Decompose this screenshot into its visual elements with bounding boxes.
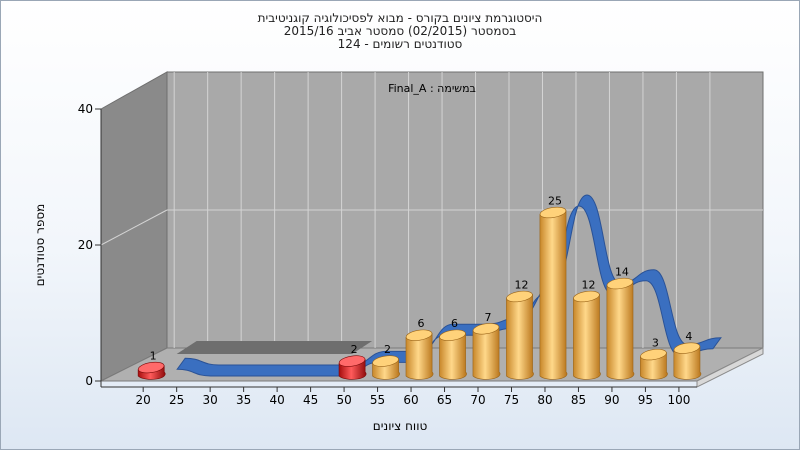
bar-cylinder xyxy=(606,281,635,380)
x-tick-label: 75 xyxy=(504,393,519,407)
chart-axes: 0 20 40 20 25 30 35 40 45 50 55 60 65 70 75 80 85 90 95 100 xyxy=(78,102,697,407)
bar-cylinder xyxy=(506,294,534,380)
bar-data-label: 12 xyxy=(514,278,528,291)
x-tick-label: 95 xyxy=(638,393,653,407)
x-tick-label: 60 xyxy=(403,393,418,407)
x-tick-label: 35 xyxy=(236,393,251,407)
bar-data-label: 4 xyxy=(685,330,692,343)
chart-annotation: Final_A : במשימה xyxy=(388,82,476,95)
bar-cap xyxy=(405,329,433,341)
bar-data-label: 2 xyxy=(351,343,358,356)
bar-cap xyxy=(606,277,634,290)
plot-floor-edge xyxy=(696,347,764,388)
x-tick-label: 40 xyxy=(269,393,284,407)
x-tick-label: 70 xyxy=(470,393,485,407)
bar-cylinder xyxy=(405,332,434,380)
x-tick-label: 65 xyxy=(437,393,452,407)
x-tick-label: 90 xyxy=(604,393,619,407)
bar-cap xyxy=(640,348,667,361)
x-tick-label: 25 xyxy=(169,393,184,407)
bar-cylinder xyxy=(472,326,501,380)
x-tick-label: 100 xyxy=(667,393,690,407)
bar-cylinder xyxy=(539,210,568,380)
grid-line-side xyxy=(100,209,168,246)
x-tick-label: 20 xyxy=(136,393,151,407)
chart-title-line-1: היסטוגרמת ציונים בקורס - מבוא לפסיכולוגי… xyxy=(257,11,543,25)
y-tick-label: 20 xyxy=(78,238,93,252)
bar-cap xyxy=(472,323,500,335)
x-axis-title: טווח ציונים xyxy=(373,419,428,433)
bar-data-label: 2 xyxy=(384,343,391,356)
bar-cap xyxy=(137,361,165,374)
chart-bars xyxy=(137,206,702,380)
bar-cylinder xyxy=(573,294,601,380)
bar-cap xyxy=(573,290,600,303)
bar-cap xyxy=(439,329,466,341)
chart-title: היסטוגרמת ציונים בקורס - מבוא לפסיכולוגי… xyxy=(0,12,800,51)
bar-data-label: 6 xyxy=(418,317,425,330)
bar-data-label: 12 xyxy=(581,278,595,291)
bar-cylinder xyxy=(673,345,702,380)
x-tick-label: 50 xyxy=(336,393,351,407)
bar-cap xyxy=(372,355,399,367)
chart-grid xyxy=(100,72,763,348)
bar-data-label: 3 xyxy=(652,337,659,350)
bar-cylinder xyxy=(439,332,467,380)
bar-data-label: 6 xyxy=(451,317,458,330)
chart-title-line-3: סטודנטים רשומים - 124 xyxy=(337,37,463,51)
y-axis-title: מספר סטודנטים xyxy=(33,204,47,287)
y-tick-label: 0 xyxy=(85,374,93,388)
chart-title-line-2: בסמסטר (02/2015) סמסטר אביב 2015/16 xyxy=(283,24,517,38)
bar-data-label: 14 xyxy=(615,266,629,279)
bar-data-label: 7 xyxy=(485,311,492,324)
bar-data-label: 25 xyxy=(548,195,562,208)
plot-side-wall xyxy=(100,71,168,382)
bar-data-label: 1 xyxy=(150,350,157,363)
bar-cap xyxy=(673,342,701,354)
x-tick-label: 45 xyxy=(303,393,318,407)
bar-cap xyxy=(338,355,366,367)
x-tick-label: 80 xyxy=(537,393,552,407)
x-tick-label: 55 xyxy=(370,393,385,407)
distribution-ribbon-zero-segment xyxy=(176,341,373,354)
bar-cap xyxy=(506,290,533,303)
y-tick-label: 40 xyxy=(78,102,93,116)
x-tick-label: 30 xyxy=(203,393,218,407)
x-tick-label: 85 xyxy=(571,393,586,407)
bar-cap xyxy=(539,206,567,219)
